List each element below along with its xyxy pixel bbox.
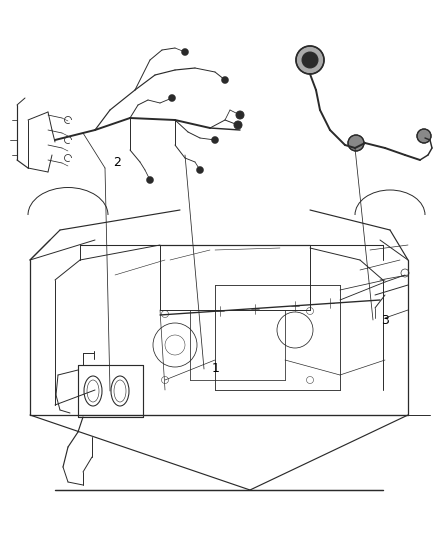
Circle shape	[146, 176, 153, 183]
Text: 3: 3	[381, 313, 389, 327]
Circle shape	[302, 52, 318, 68]
Circle shape	[197, 166, 204, 174]
Circle shape	[212, 136, 219, 143]
Text: 2: 2	[113, 157, 121, 169]
Circle shape	[222, 77, 229, 84]
Circle shape	[348, 135, 364, 151]
Text: 1: 1	[212, 362, 220, 376]
Circle shape	[169, 94, 176, 101]
Circle shape	[181, 49, 188, 55]
Circle shape	[296, 46, 324, 74]
Circle shape	[417, 129, 431, 143]
Circle shape	[234, 121, 242, 129]
Circle shape	[236, 111, 244, 119]
